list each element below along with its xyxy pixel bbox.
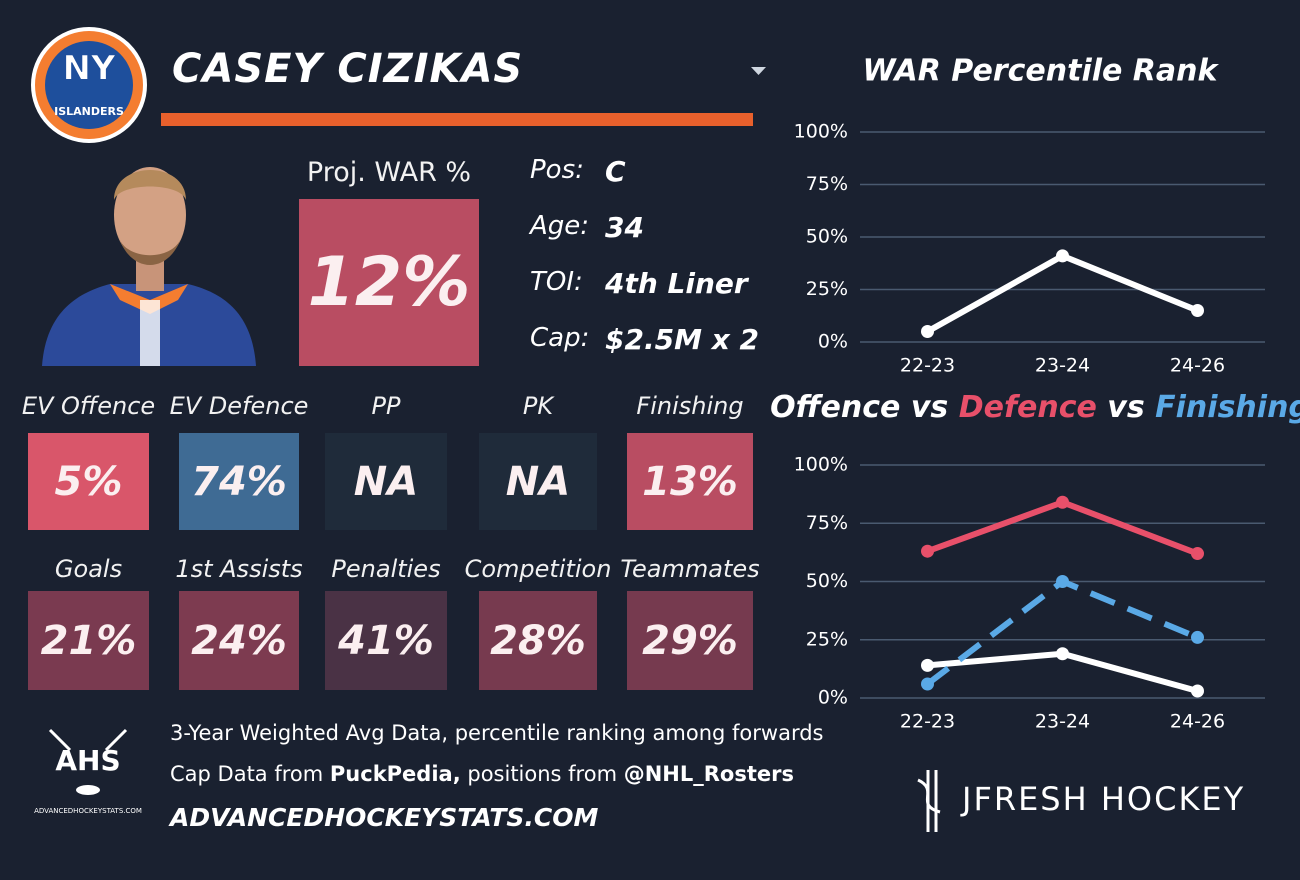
legend-entry: Defence	[959, 390, 1097, 425]
series-line	[926, 252, 1199, 335]
source-text: Cap Data from	[170, 762, 330, 786]
data-point	[1056, 495, 1069, 509]
info-label: Cap:	[530, 323, 590, 353]
website[interactable]: ADVANCEDHOCKEYSTATS.COM	[170, 803, 599, 832]
x-tick-label: 24-26	[1170, 355, 1225, 377]
info-label: Pos:	[530, 155, 584, 185]
tile-label: EV Offence	[21, 392, 156, 420]
x-tick-label: 22-23	[900, 711, 955, 733]
brand-icon	[917, 770, 941, 832]
y-tick-label: 0%	[818, 331, 848, 353]
x-tick-label: 23-24	[1035, 711, 1090, 733]
y-tick-label: 75%	[806, 173, 848, 195]
tile-label: Goals	[54, 555, 123, 583]
y-tick-label: 100%	[794, 121, 848, 143]
data-point	[921, 658, 934, 672]
y-tick-label: 100%	[794, 454, 848, 476]
tile-label: 1st Assists	[175, 555, 303, 583]
ahs-logo-text: AHS	[55, 744, 120, 777]
projection-label: Proj. WAR %	[306, 157, 472, 188]
source-link[interactable]: PuckPedia,	[329, 762, 461, 786]
legend-entry: Finishing	[1155, 390, 1300, 425]
data-point	[1191, 547, 1204, 561]
player-photo	[42, 167, 256, 366]
tile-label: Finishing	[636, 392, 744, 420]
tile-label: Teammates	[620, 555, 760, 583]
data-point	[921, 677, 934, 691]
title-separator: vs	[1097, 390, 1155, 425]
dropdown-caret[interactable]	[751, 67, 766, 75]
logo-text: NY	[62, 49, 115, 89]
brand-name: JFRESH HOCKEY	[960, 780, 1245, 818]
tile-value: 21%	[28, 591, 149, 690]
tile-value: 28%	[479, 591, 597, 690]
tile-value: 24%	[179, 591, 299, 690]
tile-value: NA	[325, 433, 447, 530]
series-line	[926, 499, 1199, 557]
title-separator: vs	[900, 390, 958, 425]
tile-value: 74%	[179, 433, 299, 530]
y-tick-label: 50%	[806, 226, 848, 248]
title-underline	[161, 113, 753, 126]
chart-title: WAR Percentile Rank	[863, 54, 1220, 89]
tile-value: 41%	[325, 591, 447, 690]
footer-sources: Cap Data from PuckPedia, positions from …	[170, 762, 794, 786]
tile-value: NA	[479, 433, 597, 530]
y-tick-label: 0%	[818, 687, 848, 709]
source-link[interactable]: @NHL_Rosters	[623, 762, 794, 786]
data-point	[1191, 684, 1204, 698]
data-point	[1191, 630, 1204, 644]
source-text: positions from	[460, 762, 624, 786]
legend-entry: Offence	[770, 390, 900, 425]
ahs-logo: AHS ADVANCEDHOCKEYSTATS.COM	[34, 728, 142, 815]
info-label: Age:	[530, 211, 590, 241]
y-tick-label: 25%	[806, 628, 848, 650]
data-point	[1056, 575, 1069, 588]
projection-value: 12%	[299, 199, 479, 366]
info-value: C	[605, 155, 626, 188]
player-name: CASEY CIZIKAS	[172, 46, 524, 92]
tile-label: EV Defence	[169, 392, 309, 420]
team-logo: NY ISLANDERS	[31, 27, 147, 143]
y-tick-label: 50%	[806, 570, 848, 592]
chart-title: Offence vs Defence vs Finishing	[770, 390, 1300, 425]
info-value: $2.5M x 2	[605, 323, 759, 356]
info-value: 34	[605, 211, 644, 244]
y-tick-label: 25%	[806, 278, 848, 300]
data-point	[1056, 647, 1069, 661]
tile-value: 29%	[627, 591, 753, 690]
data-point	[1056, 249, 1069, 263]
tile-value: 13%	[627, 433, 753, 530]
tile-label: PK	[522, 392, 554, 420]
tile-label: PP	[371, 392, 401, 420]
info-value: 4th Liner	[605, 267, 748, 300]
series-line	[925, 578, 1199, 687]
info-label: TOI:	[530, 267, 583, 297]
x-tick-label: 23-24	[1035, 355, 1090, 377]
ahs-logo-url: ADVANCEDHOCKEYSTATS.COM	[34, 807, 142, 815]
x-tick-label: 24-26	[1170, 711, 1225, 733]
y-tick-label: 75%	[806, 512, 848, 534]
tile-value: 5%	[28, 433, 149, 530]
logo-subtext: ISLANDERS	[54, 105, 124, 118]
data-point	[1191, 304, 1204, 317]
tile-label: Competition	[464, 555, 612, 583]
footer-note: 3-Year Weighted Avg Data, percentile ran…	[170, 721, 824, 745]
tile-label: Penalties	[331, 555, 441, 583]
data-point	[921, 325, 934, 338]
data-point	[921, 544, 934, 558]
x-tick-label: 22-23	[900, 355, 955, 377]
